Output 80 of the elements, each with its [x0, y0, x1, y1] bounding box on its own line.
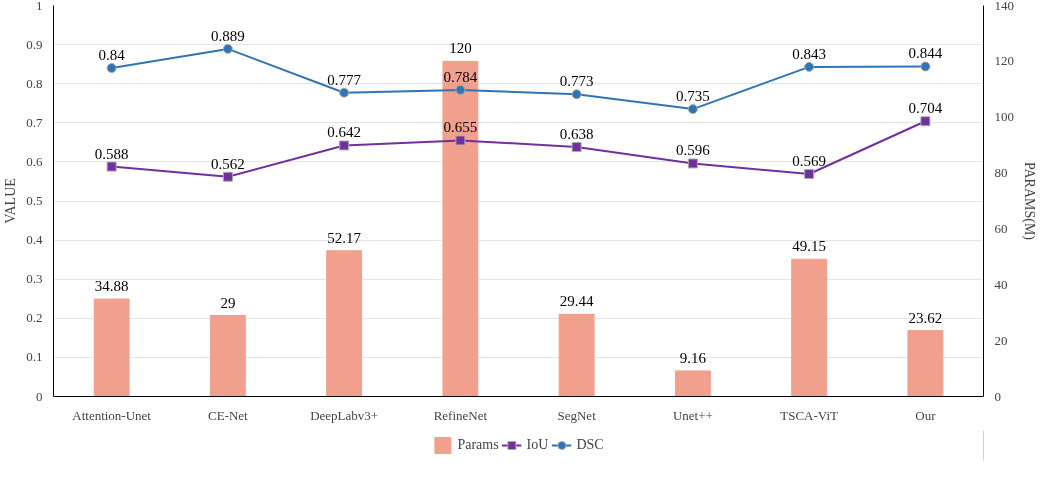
y-tick-label: 0.2: [26, 310, 43, 326]
point: [920, 116, 931, 127]
point: [222, 171, 233, 182]
y-tick-label: 0.4: [26, 232, 43, 248]
bar: [674, 370, 711, 397]
y2-tick-label: 120: [994, 53, 1014, 69]
y2-tick-label: 100: [994, 109, 1014, 125]
data-label: 52.17: [327, 229, 362, 246]
y-tick-label: 0.6: [26, 153, 43, 169]
data-label: 0.735: [676, 88, 710, 105]
data-label: 0.638: [559, 126, 594, 143]
point: [687, 104, 698, 115]
legend-label: DSC: [576, 437, 604, 453]
bar: [442, 60, 479, 397]
data-label: 0.569: [792, 153, 826, 170]
data-label: 29.44: [559, 293, 594, 310]
data-label: 0.84: [98, 47, 126, 64]
data-label: 23.62: [908, 309, 943, 326]
x-tick-label: Unet++: [672, 407, 713, 423]
data-label: 0.844: [908, 45, 943, 62]
point: [687, 158, 698, 169]
legend-label: IoU: [526, 437, 549, 453]
y-tick-label: 0.1: [26, 349, 43, 365]
bar: [93, 298, 130, 397]
point: [455, 84, 466, 95]
y-axis-title: VALUE: [3, 178, 19, 224]
point: [804, 61, 815, 72]
bar: [907, 330, 944, 397]
x-tick-label: SegNet: [557, 407, 597, 423]
x-tick-label: Our: [915, 407, 937, 423]
data-label: 49.15: [792, 238, 826, 255]
y2-tick-label: 40: [994, 276, 1008, 292]
point: [571, 89, 582, 100]
data-label: 0.773: [559, 73, 594, 90]
y-tick-label: 0.5: [26, 193, 43, 208]
bar: [791, 258, 828, 397]
point: [804, 169, 815, 180]
point: [339, 87, 350, 98]
data-label: 0.562: [211, 155, 245, 172]
y2-tick-label: 60: [994, 220, 1008, 236]
data-label: 0.777: [327, 71, 362, 88]
data-label: 0.843: [792, 45, 826, 62]
data-label: 0.642: [327, 124, 361, 141]
y-tick-label: 0.7: [26, 114, 43, 130]
x-tick-label: Attention-Unet: [72, 407, 152, 423]
point: [222, 43, 233, 54]
bar: [209, 315, 246, 397]
point: [106, 63, 117, 74]
point: [920, 61, 931, 72]
point: [106, 161, 117, 172]
y-tick-label: 0.9: [26, 36, 43, 52]
y2-tick-label: 20: [994, 332, 1008, 348]
data-label: 0.784: [443, 68, 478, 85]
data-label: 29: [220, 294, 236, 311]
data-label: 0.588: [94, 145, 129, 162]
y-tick-label: 0: [36, 388, 43, 404]
point: [571, 142, 582, 153]
x-tick-label: DeepLabv3+: [310, 407, 379, 423]
data-label: 0.704: [908, 100, 943, 117]
data-label: 9.16: [679, 349, 707, 366]
data-label: 120: [449, 40, 472, 57]
data-label: 0.889: [211, 27, 245, 44]
y2-tick-label: 80: [994, 165, 1008, 181]
y-tick-label: 0.8: [26, 75, 43, 91]
y-tick-label: 0.3: [26, 271, 43, 287]
data-label: 0.655: [443, 119, 478, 136]
x-tick-label: TSCA-ViT: [780, 407, 839, 423]
legend-label: Params: [457, 437, 499, 453]
bar: [558, 313, 595, 397]
y2-tick-label: 0: [994, 388, 1001, 404]
data-label: 0.596: [676, 142, 711, 159]
y-tick-label: 1: [36, 0, 43, 13]
y2-axis-title: PARAMS(M): [1021, 161, 1037, 241]
data-label: 34.88: [94, 278, 129, 295]
x-tick-label: RefineNet: [433, 407, 488, 423]
y2-tick-label: 140: [994, 0, 1014, 13]
point: [339, 140, 350, 151]
bar: [326, 250, 363, 397]
x-tick-label: CE-Net: [208, 407, 249, 423]
point: [455, 135, 466, 146]
